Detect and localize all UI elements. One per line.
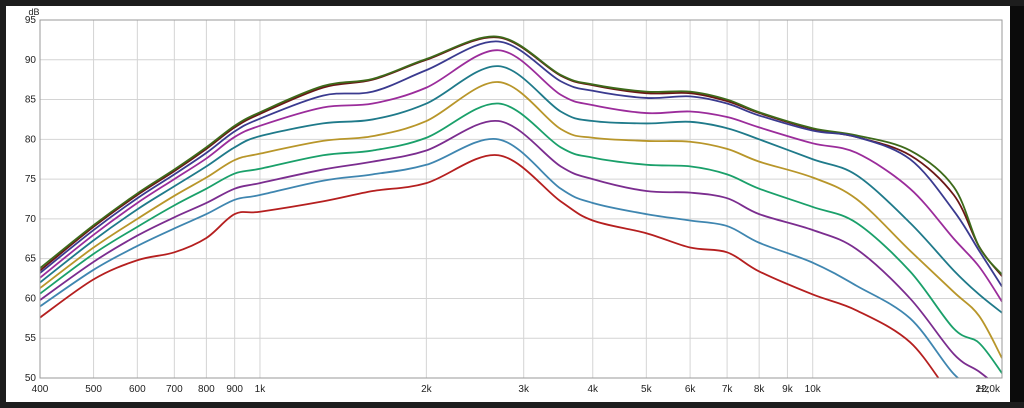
series-line-5	[40, 65, 1002, 314]
series-line-7	[40, 102, 1002, 374]
y-tick-label: 80	[25, 134, 37, 145]
y-tick-label: 65	[25, 254, 37, 265]
x-tick-label: 8k	[754, 384, 766, 395]
chart-frame: 50 55 60 65 70 75 80 85 90 95 400 500 600 700 800 900 1…	[6, 6, 1010, 402]
y-tick-label: 60	[25, 293, 37, 304]
series-line-4	[40, 49, 1002, 303]
series-line-3	[40, 40, 1002, 287]
plot-border	[39, 19, 1003, 379]
x-axis-label: Hz	[977, 384, 989, 395]
x-tick-label: 5k	[641, 384, 653, 395]
y-tick-label: 95	[25, 15, 37, 26]
y-tick-label: 90	[25, 55, 37, 66]
x-tick-label: 500	[85, 384, 102, 395]
series-line-8	[40, 120, 989, 378]
y-tick-label: 50	[25, 373, 37, 384]
x-tick-label: 3k	[518, 384, 530, 395]
y-tick-label: 55	[25, 333, 37, 344]
series-line-6	[40, 81, 1002, 359]
x-tick-label: 4k	[587, 384, 599, 395]
x-tick-label: 22,0k	[976, 384, 1001, 395]
x-tick-label: 600	[129, 384, 146, 395]
x-tick-label: 700	[166, 384, 183, 395]
y-axis-label: dB	[28, 7, 39, 17]
x-tick-label: 800	[198, 384, 215, 395]
series-line-10	[40, 154, 940, 378]
x-tick-label: 1k	[255, 384, 267, 395]
x-tick-label: 9k	[782, 384, 794, 395]
x-tick-label: 400	[32, 384, 49, 395]
y-tick-labels: 50 55 60 65 70 75 80 85 90 95	[25, 15, 37, 384]
y-tick-label: 75	[25, 174, 37, 185]
x-tick-labels: 400 500 600 700 800 900 1k 2k 3k 4k 5k 6k 7k 8k 9k 10k 2…	[32, 384, 1001, 395]
x-tick-label: 900	[226, 384, 243, 395]
frequency-response-chart: 50 55 60 65 70 75 80 85 90 95 400 500 600 700 800 900 1…	[25, 7, 1003, 395]
series-line-9	[40, 138, 960, 378]
x-tick-label: 7k	[722, 384, 734, 395]
x-tick-label: 6k	[685, 384, 697, 395]
window-edge	[1010, 6, 1024, 402]
y-tick-label: 70	[25, 214, 37, 225]
plot-background	[40, 20, 1002, 378]
series-line-2	[40, 35, 1002, 276]
y-tick-label: 85	[25, 95, 37, 106]
x-tick-label: 10k	[805, 384, 822, 395]
x-tick-label: 2k	[421, 384, 433, 395]
series-layer	[40, 35, 1002, 378]
